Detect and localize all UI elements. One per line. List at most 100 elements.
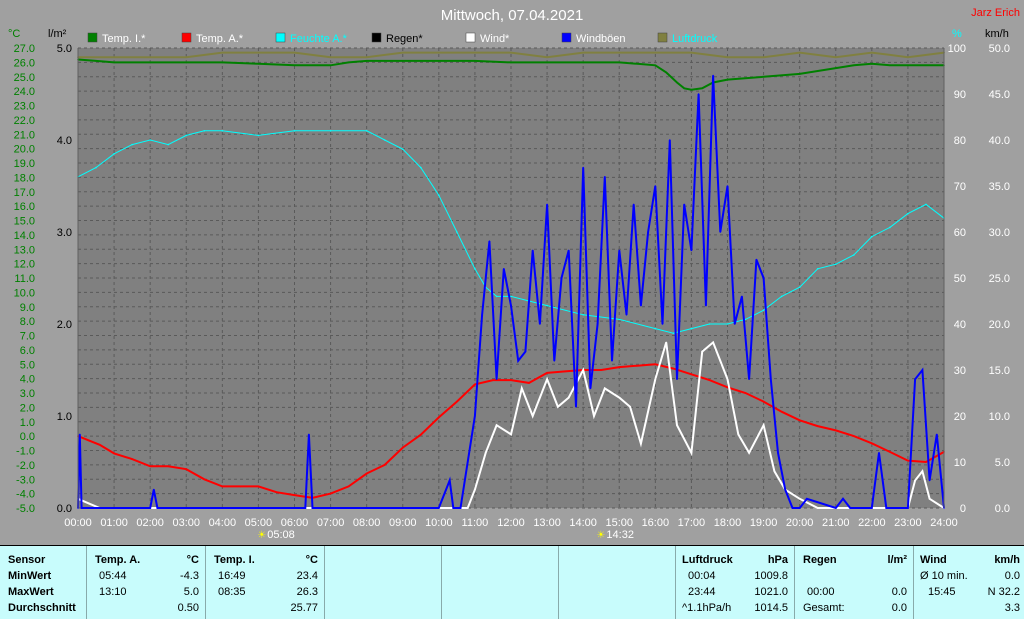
wind-tick-label: 50.0 (989, 43, 1010, 55)
humidity-tick-label: 100 (948, 43, 966, 55)
series-point (780, 410, 783, 413)
legend-label: Luftdruck (672, 33, 718, 45)
series-point (690, 452, 693, 454)
pressure-trend-label: ^1.1hPa/h (682, 602, 732, 614)
series-point (80, 507, 83, 509)
series-point (329, 64, 332, 67)
series-point (456, 400, 458, 403)
series-point (907, 459, 909, 462)
series-point (149, 465, 151, 468)
series-point (402, 60, 404, 62)
series-point (690, 51, 693, 54)
series-point (853, 435, 855, 437)
temp-tick-label: 11.0 (14, 273, 35, 285)
series-point (567, 396, 570, 399)
series-point (907, 64, 909, 67)
series-point (762, 277, 765, 279)
series-point (871, 442, 873, 445)
series-point (676, 424, 678, 427)
series-point (113, 56, 115, 58)
legend-item: Wind* (465, 32, 510, 45)
legend-swatch (561, 32, 572, 43)
temp-tick-label: 27.0 (14, 43, 35, 55)
series-point (871, 507, 873, 509)
series-point (629, 406, 631, 408)
series-point (275, 491, 278, 494)
temp-tick-label: -1.0 (16, 446, 35, 458)
time-tick-label: 16:00 (642, 517, 670, 529)
series-point (889, 64, 891, 67)
series-point (510, 61, 512, 64)
series-point (697, 93, 700, 95)
temp-tick-label: -2.0 (16, 460, 35, 472)
rain-total-label: Gesamt: (803, 602, 845, 614)
series-point (329, 56, 332, 58)
series-point (510, 379, 512, 381)
series-point (113, 61, 115, 64)
legend-item: Luftdruck (657, 32, 718, 45)
series-point (647, 231, 649, 233)
series-point (669, 139, 671, 141)
legend-label: Windböen (576, 33, 626, 45)
time-tick-label: 09:00 (389, 517, 417, 529)
series-point (488, 240, 491, 242)
series-point (762, 56, 765, 58)
series-point (755, 258, 758, 261)
temp-tick-label: 24.0 (14, 86, 35, 98)
temp-i-header: Temp. I. (214, 554, 255, 566)
rain-unit: l/m² (887, 554, 907, 566)
stats-empty-column-2 (442, 546, 559, 619)
temp-i-min-time: 16:49 (218, 570, 246, 582)
series-point (842, 498, 844, 500)
series-point (113, 452, 115, 455)
rain-tick-label: 4.0 (57, 135, 72, 147)
humidity-tick-label: 60 (954, 227, 966, 239)
series-point (907, 212, 909, 215)
series-point (744, 392, 747, 394)
temp-tick-label: 17.0 (14, 187, 35, 199)
series-point (726, 185, 729, 187)
statistics-panel: Sensor MinWert MaxWert Durchschnitt Temp… (0, 545, 1024, 619)
temp-a-min-value: -4.3 (180, 570, 199, 582)
rain-unit-label: l/m² (48, 28, 67, 40)
axes-layer: 27.0 26.0 25.0 24.0 23.0 22.0 21.0 20.0 19.0 18.0… (14, 43, 1010, 541)
series-point (925, 203, 927, 206)
series-point (683, 87, 685, 90)
time-tick-label: 19:00 (750, 517, 778, 529)
series-point (452, 507, 455, 509)
series-point (402, 148, 404, 150)
sunset-time-label: 14:32 (606, 529, 634, 541)
series-point (553, 360, 556, 362)
time-tick-label: 20:00 (786, 517, 814, 529)
humidity-tick-label: 30 (954, 365, 966, 377)
series-point (632, 203, 635, 206)
wind-tick-label: 30.0 (989, 227, 1010, 239)
series-point (420, 433, 422, 436)
temp-tick-label: 20.0 (14, 144, 35, 156)
series-point (871, 63, 873, 65)
temp-tick-label: -4.0 (16, 489, 35, 501)
series-point (466, 507, 469, 509)
series-point (726, 78, 729, 81)
series-point (777, 452, 779, 454)
series-point (925, 461, 927, 463)
series-point (149, 56, 151, 58)
series-point (438, 51, 440, 54)
series-point (618, 51, 621, 54)
time-tick-label: 06:00 (281, 517, 309, 529)
series-point (762, 76, 765, 78)
series-point (878, 452, 880, 454)
series-point (185, 134, 188, 137)
series-point (131, 143, 133, 146)
stats-wind-column: Wind km/h Ø 10 min. 0.0 15:45 N 32.2 3.3 (914, 546, 1024, 619)
series-point (701, 350, 703, 353)
series-point (676, 81, 678, 84)
rain-header: Regen (803, 554, 837, 566)
temp-tick-label: 4.0 (20, 374, 35, 386)
wind-tick-label: 25.0 (989, 273, 1010, 285)
series-point (448, 479, 451, 482)
series-point (347, 61, 350, 64)
series-point (438, 194, 440, 196)
series-point (521, 387, 523, 390)
temp-tick-label: 15.0 (14, 216, 35, 228)
